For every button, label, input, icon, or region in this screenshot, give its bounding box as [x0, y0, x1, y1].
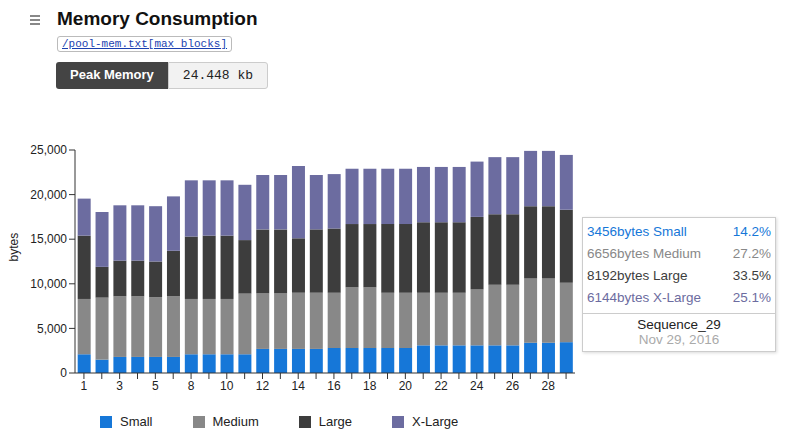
html-text:Sequence_29: Sequence_29: [637, 317, 721, 332]
html-text:33.5%: 33.5%: [732, 268, 771, 283]
svg-text:16: 16: [327, 379, 341, 393]
html-text:3456bytes Small: 3456bytes Small: [587, 224, 687, 239]
html-text:Large: Large: [318, 414, 352, 429]
html-text:X-Large: X-Large: [412, 414, 459, 429]
svg-text:20,000: 20,000: [30, 188, 67, 202]
svg-text:3: 3: [116, 379, 123, 393]
svg-text:12: 12: [256, 379, 270, 393]
svg-text:1: 1: [81, 379, 88, 393]
svg-text:26: 26: [506, 379, 520, 393]
html-text:25.1%: 25.1%: [732, 290, 771, 305]
html-text:Memory Consumption: Memory Consumption: [57, 8, 258, 29]
html-text:Small: Small: [120, 414, 153, 429]
svg-text:14: 14: [292, 379, 306, 393]
svg-text:25,000: 25,000: [30, 143, 67, 157]
html-text:Nov 29, 2016: Nov 29, 2016: [638, 332, 720, 347]
svg-text:18: 18: [363, 379, 377, 393]
html-text:6656bytes Medium: 6656bytes Medium: [587, 246, 702, 261]
svg-text:28: 28: [542, 379, 556, 393]
svg-text:20: 20: [399, 379, 413, 393]
html-text:Peak Memory: Peak Memory: [70, 67, 154, 82]
html-text:/pool-mem.txt[max blocks]: /pool-mem.txt[max blocks]: [62, 38, 227, 50]
svg-text:10: 10: [220, 379, 234, 393]
html-text:14.2%: 14.2%: [732, 224, 771, 239]
svg-text:bytes: bytes: [8, 233, 21, 262]
svg-text:24: 24: [470, 379, 484, 393]
svg-text:10,000: 10,000: [30, 277, 67, 291]
svg-text:15,000: 15,000: [30, 232, 67, 246]
svg-text:5,000: 5,000: [37, 322, 67, 336]
svg-text:5: 5: [152, 379, 159, 393]
html-text:Medium: Medium: [212, 414, 259, 429]
html-text:27.2%: 27.2%: [732, 246, 771, 261]
svg-text:8: 8: [188, 379, 195, 393]
html-text:6144bytes X-Large: 6144bytes X-Large: [587, 290, 702, 305]
html-text:8192bytes Large: 8192bytes Large: [587, 268, 688, 283]
svg-text:22: 22: [434, 379, 448, 393]
html-text:24.448 kb: 24.448 kb: [182, 68, 253, 83]
svg-text:0: 0: [60, 366, 67, 380]
